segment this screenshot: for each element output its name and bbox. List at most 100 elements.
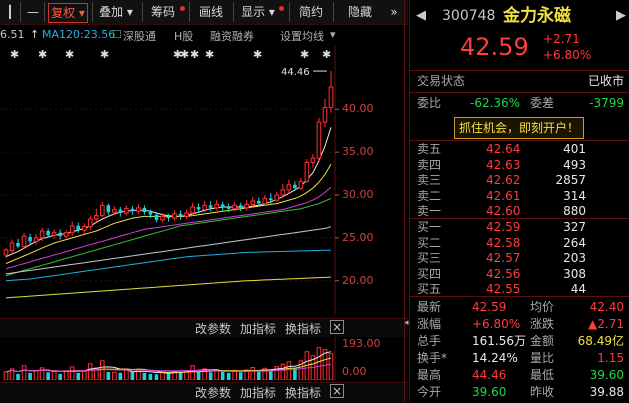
stat-value: ▲2.71	[588, 317, 624, 331]
last-price: 42.59	[460, 33, 529, 61]
candle-body	[154, 214, 159, 220]
candle-body	[99, 204, 105, 217]
candle-body	[9, 242, 15, 252]
bid-row[interactable]: 买五 42.55 44	[410, 281, 629, 298]
volume-bar	[142, 372, 147, 380]
minimize-icon[interactable]: —	[27, 5, 39, 19]
ma-line-ma10	[5, 163, 332, 265]
prev-stock-icon[interactable]: ◀	[416, 8, 426, 23]
candle-body	[232, 204, 238, 210]
change-params-button-2[interactable]: 改参数	[195, 386, 232, 400]
toolbar-simple-button[interactable]: 简约	[298, 5, 323, 19]
candle-body	[310, 157, 316, 163]
volume-bar	[9, 368, 15, 380]
bid-price: 42.57	[486, 251, 521, 265]
bid-level-label: 买三	[417, 251, 442, 265]
close-indicator-icon[interactable]: ×	[330, 320, 344, 334]
open-account-banner[interactable]: 抓住机会，即刻开户！	[454, 117, 585, 139]
ma-settings-link[interactable]: 设置均线	[280, 30, 324, 43]
toolbar-chips-button[interactable]: 筹码	[146, 3, 180, 21]
add-indicator-button[interactable]: 加指标	[240, 322, 277, 336]
candle-body	[286, 184, 292, 191]
candle-body	[214, 203, 219, 209]
event-marker-icon: ✱	[322, 48, 331, 61]
bid-volume: 308	[563, 266, 586, 281]
h-share-link[interactable]: H股	[174, 30, 194, 43]
toolbar-fuquan-button[interactable]: 复权 ▾	[48, 3, 88, 23]
next-stock-icon[interactable]: ▶	[616, 8, 626, 23]
close-indicator-icon-2[interactable]: ×	[330, 384, 344, 398]
candle-body	[130, 208, 135, 212]
volume-bar	[190, 365, 195, 380]
candle-body	[244, 203, 250, 209]
ask-level-label: 卖二	[417, 188, 442, 203]
candle-body	[63, 232, 69, 237]
stat-label: 最新	[417, 300, 442, 314]
ask-row[interactable]: 卖四 42.63 493	[410, 157, 629, 174]
price-change-pct: +6.80%	[543, 48, 592, 62]
stat-value: 39.88	[589, 385, 624, 399]
candle-body	[16, 243, 20, 247]
menu-icon[interactable]: ┃	[6, 5, 14, 19]
ma-line-ma20	[5, 186, 332, 270]
ask-row[interactable]: 卖五 42.64 401	[410, 141, 629, 158]
candle-body	[274, 194, 280, 201]
bid-row[interactable]: 买二 42.58 264	[410, 235, 629, 252]
bid-price: 42.56	[486, 266, 521, 281]
stat-value: 14.24%	[472, 351, 518, 365]
stat-label: 今开	[417, 385, 442, 399]
ask-volume: 401	[563, 142, 586, 156]
margin-trading-link[interactable]: 融资融券	[210, 30, 254, 43]
toolbar-overlay-label: 叠加	[99, 5, 124, 19]
ask-price: 42.61	[486, 188, 521, 203]
bid-volume: 264	[563, 235, 586, 250]
stats-row: 总手 161.56万 金额 68.49亿	[410, 333, 629, 350]
volume-bar	[280, 363, 286, 380]
volume-bar	[250, 366, 256, 380]
switch-indicator-button-2[interactable]: 换指标	[285, 386, 322, 400]
ask-price: 42.63	[486, 157, 521, 172]
stat-value: 68.49亿	[577, 334, 624, 348]
stock-name: 金力永磁	[503, 6, 571, 26]
volume-bar	[220, 371, 225, 380]
stat-label: 换手*	[417, 351, 448, 365]
ask-volume: 314	[563, 188, 586, 203]
bid-row[interactable]: 买三 42.57 203	[410, 250, 629, 267]
switch-indicator-button[interactable]: 换指标	[285, 322, 322, 336]
stock-connect-checkbox-icon[interactable]: ☐	[112, 28, 122, 41]
volume-chart[interactable]	[0, 337, 408, 380]
candle-body	[87, 218, 93, 228]
volume-bar	[154, 374, 159, 380]
candle-body	[280, 189, 286, 196]
volume-bar	[196, 371, 201, 380]
volume-bar	[87, 363, 93, 380]
volume-tick-label: 193.00	[342, 337, 381, 350]
ask-row[interactable]: 卖三 42.62 2857	[410, 172, 629, 189]
bid-row[interactable]: 买一 42.59 327	[410, 219, 629, 236]
stats-row: 涨幅 +6.80% 涨跌 ▲2.71	[410, 316, 629, 333]
chart-toolbar: ┃ — 复权 ▾ 叠加 ▾ 筹码 画线 显示 ▾ 简约 隐藏 »	[0, 0, 408, 25]
panel-collapse-handle-icon[interactable]: ◂	[404, 318, 409, 328]
more-icon[interactable]: »	[390, 5, 398, 19]
candlestick-chart[interactable]: 44.46✱ ✱ ✱ ✱ ✱✱ ✱ ✱ ✱ ✱ ✱	[0, 45, 408, 315]
toolbar-overlay-button[interactable]: 叠加 ▾	[99, 5, 133, 19]
ma-settings-dropdown-icon[interactable]: ▾	[330, 28, 336, 41]
ask-row[interactable]: 卖二 42.61 314	[410, 188, 629, 205]
event-marker-icon: ✱	[38, 48, 47, 61]
bid-row[interactable]: 买四 42.56 308	[410, 266, 629, 283]
toolbar-draw-button[interactable]: 画线	[198, 5, 223, 19]
candle-body	[148, 212, 153, 215]
stat-label: 最低	[530, 368, 555, 382]
ask-row[interactable]: 卖一 42.60 880	[410, 203, 629, 220]
add-indicator-button-2[interactable]: 加指标	[240, 386, 277, 400]
toolbar-hide-button[interactable]: 隐藏	[347, 5, 372, 19]
stat-label: 总手	[417, 334, 442, 348]
event-marker-icon: ✱	[65, 48, 74, 61]
display-notify-dot	[279, 6, 284, 11]
change-params-button[interactable]: 改参数	[195, 322, 232, 336]
high-price-label: 44.46	[281, 67, 310, 78]
candle-body	[39, 230, 45, 239]
volume-bar	[58, 373, 62, 380]
toolbar-display-button[interactable]: 显示 ▾	[241, 5, 275, 19]
stock-connect-link[interactable]: 深股通	[123, 30, 156, 43]
